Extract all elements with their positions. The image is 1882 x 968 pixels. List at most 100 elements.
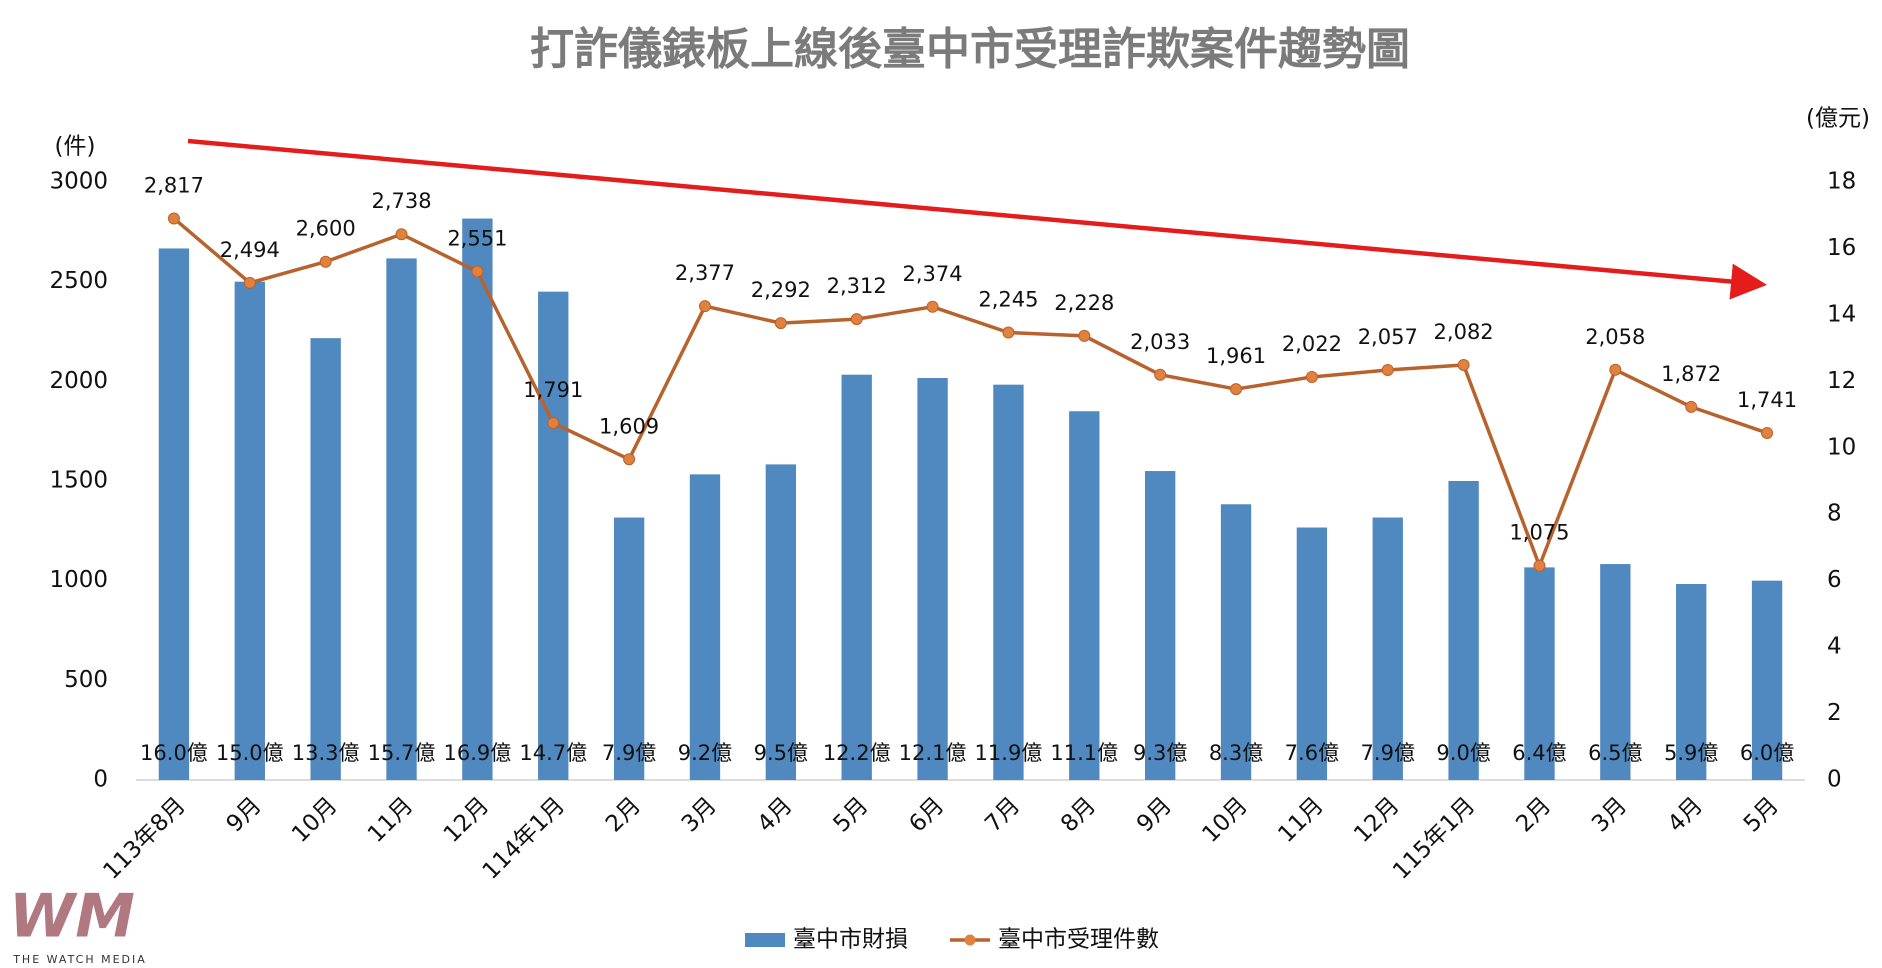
bar-value-label: 6.5億 xyxy=(1588,741,1642,765)
line-marker xyxy=(243,276,256,289)
line-marker xyxy=(547,416,560,429)
y-tick-label: 500 xyxy=(64,667,108,693)
bar xyxy=(1069,411,1100,780)
x-tick-label: 5月 xyxy=(1739,792,1784,837)
bar-value-label: 12.1億 xyxy=(899,741,967,765)
x-tick-label: 11月 xyxy=(363,792,418,847)
bar xyxy=(1296,527,1328,780)
line-value-label: 2,312 xyxy=(827,274,887,298)
line-marker xyxy=(1230,383,1243,396)
line-value-label: 2,374 xyxy=(903,262,963,286)
line-value-label: 2,817 xyxy=(144,173,204,197)
line-value-label: 2,033 xyxy=(1130,330,1190,354)
x-tick-label: 4月 xyxy=(753,792,798,837)
line-marker xyxy=(1078,329,1091,342)
line-marker xyxy=(1305,370,1318,383)
x-tick-label: 2月 xyxy=(601,792,646,837)
bar xyxy=(386,258,417,780)
line-value-label: 2,551 xyxy=(447,227,507,251)
bar-value-label: 7.6億 xyxy=(1285,741,1339,765)
bar-value-label: 8.3億 xyxy=(1209,741,1263,765)
y2-tick-label: 10 xyxy=(1827,434,1856,460)
line-marker xyxy=(623,453,636,466)
bar xyxy=(1220,504,1252,780)
logo-mark: WM xyxy=(9,882,135,952)
bar xyxy=(234,281,265,780)
line-value-label: 2,057 xyxy=(1358,325,1418,349)
y-tick-label: 0 xyxy=(93,767,108,793)
legend-label: 臺中市財損 xyxy=(793,927,908,953)
bar-value-label: 12.2億 xyxy=(823,741,891,765)
legend-label: 臺中市受理件數 xyxy=(998,927,1159,953)
x-tick-label: 8月 xyxy=(1056,792,1101,837)
y2-tick-label: 14 xyxy=(1827,301,1856,327)
bar xyxy=(841,374,872,780)
bar-value-label: 7.9億 xyxy=(602,741,656,765)
line-value-label: 2,377 xyxy=(675,261,735,285)
y-tick-label: 2000 xyxy=(49,368,108,394)
logo-text: THE WATCH MEDIA xyxy=(12,953,147,966)
line xyxy=(172,217,1768,571)
bar-value-label: 6.4億 xyxy=(1512,741,1566,765)
chart-title: 打詐儀錶板上線後臺中市受理詐欺案件趨勢圖 xyxy=(530,24,1410,75)
bar-value-label: 9.3億 xyxy=(1133,741,1187,765)
line-value-label: 2,058 xyxy=(1585,325,1645,349)
y2-tick-label: 12 xyxy=(1827,368,1856,394)
line-marker xyxy=(319,255,332,268)
line-marker xyxy=(1381,363,1394,376)
bar-value-label: 9.5億 xyxy=(754,741,808,765)
y-tick-label: 3000 xyxy=(49,169,108,195)
x-tick-label: 114年1月 xyxy=(478,792,570,884)
y2-axis-label: (億元) xyxy=(1806,106,1870,132)
y-axis-label: (件) xyxy=(55,134,96,160)
x-tick-label: 115年1月 xyxy=(1388,792,1480,884)
bar xyxy=(1676,583,1707,780)
x-tick-label: 2月 xyxy=(1511,792,1556,837)
line-marker xyxy=(1685,400,1698,413)
line-marker xyxy=(698,300,711,313)
y-tick-label: 2500 xyxy=(49,268,108,294)
bar-value-label: 9.2億 xyxy=(678,741,732,765)
x-tick-label: 3月 xyxy=(677,792,722,837)
line-value-label: 2,738 xyxy=(371,189,431,213)
x-tick-label: 12月 xyxy=(439,792,494,847)
bar-value-label: 15.0億 xyxy=(216,741,284,765)
bar-value-label: 5.9億 xyxy=(1664,741,1718,765)
bar xyxy=(462,218,493,781)
bar-value-label: 16.9億 xyxy=(444,741,512,765)
y2-tick-label: 4 xyxy=(1827,634,1842,660)
x-tick-label: 5月 xyxy=(829,792,874,837)
line-value-label: 2,494 xyxy=(220,238,280,262)
line-value-label: 1,609 xyxy=(599,414,659,438)
y2-tick-label: 8 xyxy=(1827,501,1842,527)
line-value-label: 1,791 xyxy=(523,378,583,402)
line-marker xyxy=(471,265,484,278)
x-tick-label: 4月 xyxy=(1663,792,1708,837)
line-value-label: 1,075 xyxy=(1509,521,1569,545)
bar xyxy=(158,248,190,780)
y2-tick-label: 2 xyxy=(1827,700,1842,726)
bar xyxy=(689,474,721,780)
bar-value-label: 11.1億 xyxy=(1050,741,1118,765)
line-value-label: 2,022 xyxy=(1282,332,1342,356)
x-tick-label: 12月 xyxy=(1349,792,1404,847)
line-value-label: 1,741 xyxy=(1737,388,1797,412)
bar xyxy=(310,338,341,780)
bar xyxy=(1372,517,1403,780)
bar-value-label: 9.0億 xyxy=(1436,741,1490,765)
line-value-label: 1,961 xyxy=(1206,344,1266,368)
legend-swatch xyxy=(964,934,976,946)
line-value-label: 1,872 xyxy=(1661,362,1721,386)
line-marker xyxy=(1609,363,1622,376)
bar xyxy=(1751,580,1783,780)
bar xyxy=(613,517,645,780)
trend-arrow xyxy=(187,138,1767,300)
x-tick-label: 3月 xyxy=(1587,792,1632,837)
bar xyxy=(538,291,569,780)
bar-value-label: 14.7億 xyxy=(519,741,587,765)
line-value-label: 2,600 xyxy=(296,217,356,241)
line-marker xyxy=(926,300,939,313)
legend-swatch xyxy=(745,933,785,947)
bar-value-label: 16.0億 xyxy=(140,741,208,765)
